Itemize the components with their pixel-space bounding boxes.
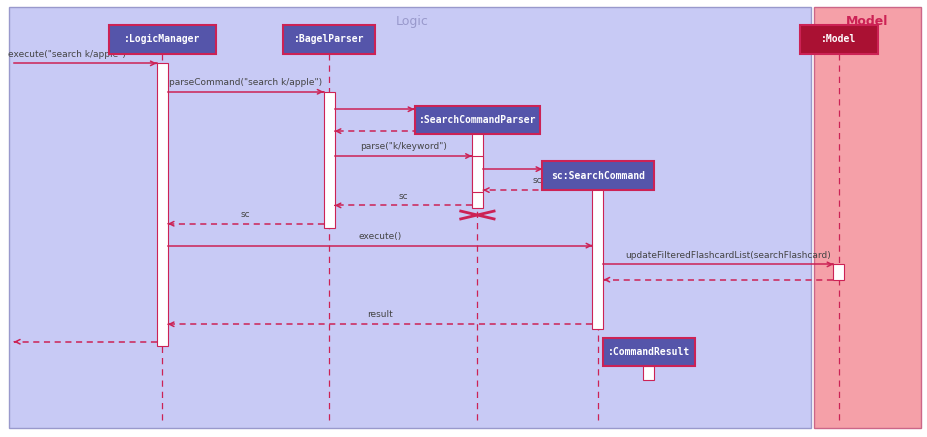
FancyBboxPatch shape xyxy=(283,25,375,53)
Text: :CommandResult: :CommandResult xyxy=(608,347,690,357)
FancyBboxPatch shape xyxy=(833,264,844,280)
Text: :BagelParser: :BagelParser xyxy=(294,35,364,44)
FancyBboxPatch shape xyxy=(814,7,921,428)
Text: sc: sc xyxy=(533,176,542,185)
Text: :Model: :Model xyxy=(821,35,857,44)
FancyBboxPatch shape xyxy=(9,7,811,428)
FancyBboxPatch shape xyxy=(799,25,878,53)
Text: :LogicManager: :LogicManager xyxy=(124,35,200,44)
FancyBboxPatch shape xyxy=(324,92,335,228)
Text: :SearchCommandParser: :SearchCommandParser xyxy=(419,115,536,125)
Text: sc:SearchCommand: sc:SearchCommand xyxy=(551,171,645,180)
Text: parse("k/keyword"): parse("k/keyword") xyxy=(360,142,447,151)
Text: sc: sc xyxy=(241,210,250,219)
Text: execute(): execute() xyxy=(359,232,401,241)
FancyBboxPatch shape xyxy=(109,25,215,53)
Text: result: result xyxy=(367,310,393,319)
Text: updateFilteredFlashcardList(searchFlashcard): updateFilteredFlashcardList(searchFlashc… xyxy=(625,250,831,260)
FancyBboxPatch shape xyxy=(157,63,168,346)
FancyBboxPatch shape xyxy=(472,109,483,208)
FancyBboxPatch shape xyxy=(603,337,695,366)
Text: Model: Model xyxy=(845,15,888,28)
FancyBboxPatch shape xyxy=(643,366,654,380)
FancyBboxPatch shape xyxy=(542,161,654,190)
Text: execute("search k/apple"): execute("search k/apple") xyxy=(7,49,126,59)
FancyBboxPatch shape xyxy=(592,169,603,329)
FancyBboxPatch shape xyxy=(414,106,540,135)
Text: Logic: Logic xyxy=(396,15,429,28)
FancyBboxPatch shape xyxy=(472,156,483,192)
Text: sc: sc xyxy=(399,191,408,201)
Text: parseCommand("search k/apple"): parseCommand("search k/apple") xyxy=(169,78,323,87)
